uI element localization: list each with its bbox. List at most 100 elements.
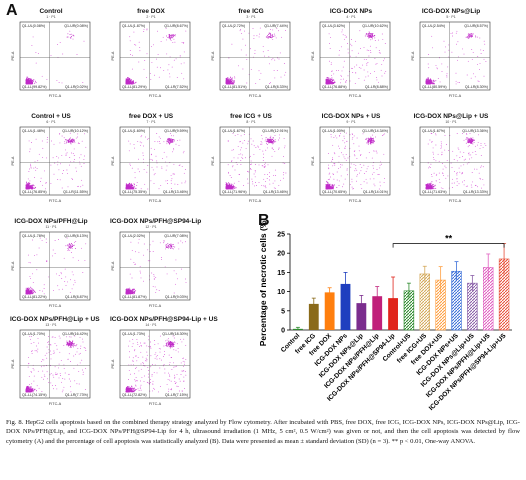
flow-plot-title: free DOX — [137, 8, 165, 15]
error-bar — [406, 282, 411, 299]
flow-plot-title: ICG-DOX NPs + US — [321, 113, 381, 120]
quadrant-ur-label: Q1-UR(8.67%) — [164, 24, 188, 28]
significance-label: ** — [445, 234, 453, 244]
quadrant-ur-label: Q1-UR(16.42%) — [62, 332, 88, 336]
flow-plot-area: Q1-UL(1.73%) Q1-UR(18.30%) Q1-LL(72.82%) Q1… — [111, 329, 191, 406]
flow-plot: free ICG 3 · P1 Q1-UL(2.72%) Q1-UR(7.44%) Q1… — [210, 8, 292, 100]
flow-plot-area: Q1-UL(1.87%) Q1-UR(8.67%) Q1-LL(81.29%) Q1-… — [111, 21, 191, 98]
flow-plot-subtitle: 2 · P1 — [146, 15, 156, 19]
bar — [372, 296, 383, 330]
x-axis-label: FITC-A — [49, 402, 62, 406]
y-tick-label: 20 — [277, 251, 285, 258]
error-bar — [391, 276, 396, 320]
y-axis-label: PE-A — [11, 261, 15, 270]
error-bar — [359, 295, 364, 311]
y-tick-label: 25 — [277, 232, 285, 239]
y-axis-label: PE-A — [111, 359, 115, 368]
quadrant-ul-label: Q1-UL(1.60%) — [122, 129, 145, 133]
quadrant-lr-label: Q1-LR(13.46%) — [263, 190, 288, 194]
quadrant-ur-label: Q1-UR(8.13%) — [64, 234, 88, 238]
flow-plot-area: Q1-UL(1.78%) Q1-UR(8.13%) Q1-LL(81.22%) Q1-… — [11, 231, 91, 308]
quadrant-ur-label: Q1-UR(13.36%) — [462, 129, 488, 133]
flow-plot: ICG-DOX NPs/PFH@Lip + US 13 · P1 Q1-UL(1.7… — [10, 316, 100, 408]
flow-plot-area: Q1-UL(0.08%) Q1-UR(0.08%) Q1-LL(99.82%) Q1-… — [11, 21, 91, 98]
figure-caption: Fig. 8. HepG2 cells apoptosis based on t… — [6, 419, 520, 445]
error-bar — [327, 287, 332, 297]
flow-plot-title: ICG-DOX NPs/PFH@SP94-Lip + US — [110, 316, 218, 323]
error-bar — [470, 275, 475, 291]
flow-plot-subtitle: 12 · P1 — [145, 225, 157, 229]
flow-plot-events — [25, 237, 87, 295]
quadrant-lr-label: Q1-LR(11.55%) — [63, 190, 88, 194]
flow-plot-events — [25, 335, 87, 393]
flow-plot-events — [125, 238, 187, 295]
flow-plot-title: ICG-DOX NPs/PFH@SP94-Lip — [110, 218, 202, 225]
quadrant-ll-label: Q1-LL(99.82%) — [22, 85, 47, 89]
x-axis-label: FITC-A — [49, 304, 62, 308]
y-axis-label: PE-A — [211, 51, 215, 60]
flow-plot-title: free ICG — [238, 8, 264, 15]
significance-bracket — [392, 243, 505, 248]
quadrant-ll-label: Q1-LL(81.29%) — [122, 85, 147, 89]
flow-plot-title: free ICG + US — [230, 113, 272, 120]
flow-plot-title: ICG-DOX NPs@Lip — [421, 8, 481, 15]
x-axis-label: FITC-A — [149, 199, 162, 203]
flow-plot-area: Q1-UL(1.48%) Q1-UR(10.12%) Q1-LL(76.85%) Q1… — [11, 126, 91, 203]
quadrant-lr-label: Q1-LR(14.01%) — [363, 190, 388, 194]
flow-plot-events — [225, 133, 287, 190]
quadrant-lr-label: Q1-LR(13.33%) — [463, 190, 488, 194]
quadrant-lr-label: Q1-LR(7.52%) — [165, 85, 188, 89]
flow-plot-subtitle: 13 · P1 — [45, 323, 57, 327]
flow-plot-events — [125, 335, 187, 393]
quadrant-ul-label: Q1-UL(1.00%) — [322, 129, 345, 133]
quadrant-lr-label: Q1-LR(8.87%) — [65, 295, 88, 299]
panel-a-label: A — [6, 2, 18, 19]
quadrant-ur-label: Q1-UR(9.59%) — [164, 129, 188, 133]
quadrant-ll-label: Q1-LL(71.96%) — [222, 190, 247, 194]
y-axis-label: PE-A — [211, 156, 215, 165]
x-axis-label: FITC-A — [249, 94, 262, 98]
y-axis-label: PE-A — [411, 156, 415, 165]
flow-plot-title: ICG-DOX NPs/PFH@Lip + US — [10, 316, 100, 323]
x-axis-label: FITC-A — [249, 199, 262, 203]
flow-plot-subtitle: 1 · P1 — [46, 15, 56, 19]
flow-plot: free DOX 2 · P1 Q1-UL(1.87%) Q1-UR(8.67%) Q1… — [110, 8, 192, 100]
flow-plot-area: Q1-UL(1.60%) Q1-UR(9.59%) Q1-LL(75.35%) Q1-… — [111, 126, 191, 203]
flow-plot: Control + US 6 · P1 Q1-UL(1.48%) Q1-UR(10.1… — [10, 113, 92, 205]
x-axis-label: FITC-A — [49, 199, 62, 203]
flow-plot-events — [225, 27, 287, 85]
error-bar — [295, 326, 300, 330]
y-tick-label: 0 — [281, 328, 285, 335]
flow-plot: ICG-DOX NPs/PFH@SP94-Lip + US 14 · P1 Q1-U… — [110, 316, 218, 408]
flow-plot-events — [425, 30, 487, 85]
quadrant-ur-label: Q1-UR(12.91%) — [262, 129, 288, 133]
quadrant-ul-label: Q1-UL(1.48%) — [22, 129, 45, 133]
flow-plot-area: Q1-UL(2.72%) Q1-UR(7.44%) Q1-LL(81.51%) Q1-… — [211, 21, 291, 98]
flow-plot: Control 1 · P1 Q1-UL(0.08%) Q1-UR(0.08%) Q1-… — [10, 8, 92, 100]
x-axis-label: FITC-A — [349, 199, 362, 203]
flow-plot-subtitle: 7 · P1 — [146, 120, 156, 124]
quadrant-ll-label: Q1-LL(76.85%) — [22, 190, 47, 194]
flow-plot-events — [125, 27, 187, 85]
flow-plot-title: Control + US — [31, 113, 71, 120]
flow-plot-title: ICG-DOX NPs — [329, 8, 373, 15]
quadrant-lr-label: Q1-LR(8.33%) — [265, 85, 288, 89]
flow-plot-events — [325, 132, 386, 190]
quadrant-ul-label: Q1-UL(3.62%) — [322, 24, 345, 28]
error-bar — [422, 265, 427, 282]
quadrant-lr-label: Q1-LR(7.73%) — [65, 393, 88, 397]
flow-plot: ICG-DOX NPs 4 · P1 Q1-UL(3.62%) Q1-UR(10.62… — [310, 8, 392, 100]
quadrant-ll-label: Q1-LL(81.22%) — [22, 295, 47, 299]
flow-plot-events — [425, 132, 487, 190]
flow-plot: free DOX + US 7 · P1 Q1-UL(1.60%) Q1-UR(9.5… — [110, 113, 192, 205]
quadrant-ur-label: Q1-UR(0.08%) — [64, 24, 88, 28]
flow-plot: ICG-DOX NPs@Lip 5 · P1 Q1-UL(2.54%) Q1-UR(8… — [410, 8, 492, 100]
flow-plot-title: free DOX + US — [128, 113, 174, 120]
flow-plot: ICG-DOX NPs@Lip + US 10 · P1 Q1-UL(1.67%) Q… — [410, 113, 492, 205]
flow-plot-events — [125, 132, 187, 190]
flow-plot-title: ICG-DOX NPs/PFH@Lip — [14, 218, 88, 225]
error-bar — [454, 261, 459, 281]
flow-plot-title: Control — [39, 8, 63, 15]
y-axis-label: PE-A — [11, 51, 15, 60]
bar — [419, 273, 430, 331]
